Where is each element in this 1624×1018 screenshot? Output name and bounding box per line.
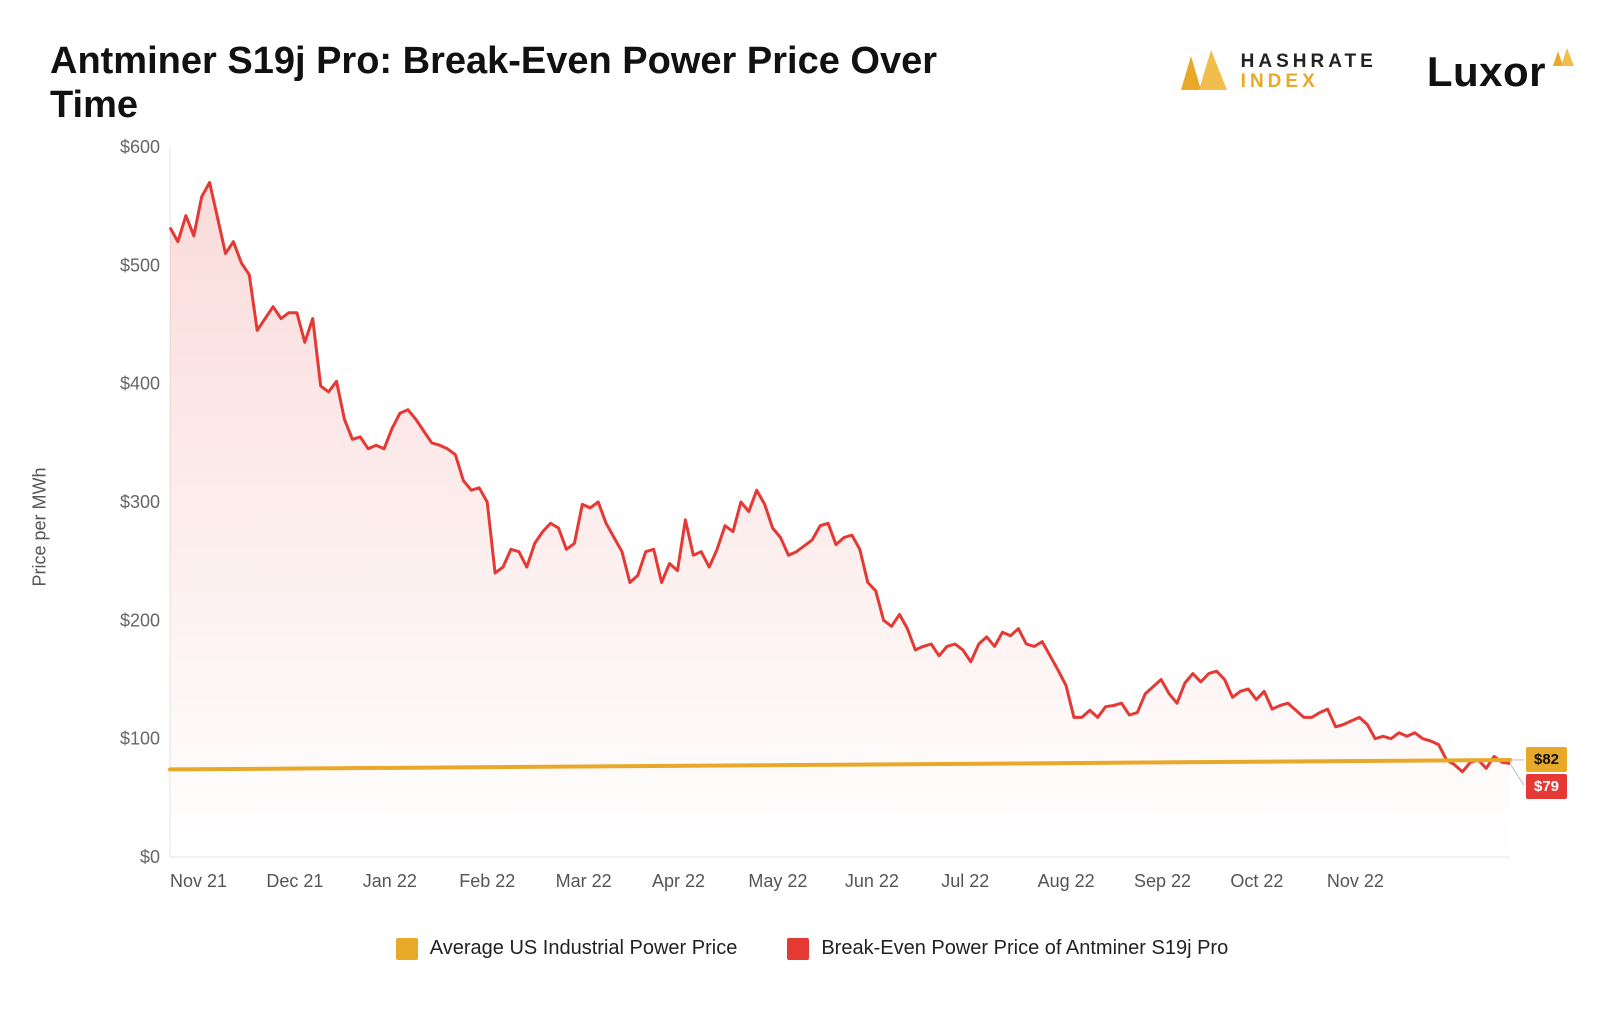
svg-text:Mar 22: Mar 22 bbox=[556, 871, 612, 891]
luxor-logo: Luxor bbox=[1427, 48, 1574, 96]
svg-text:Jun 22: Jun 22 bbox=[845, 871, 899, 891]
legend-label-uspower: Average US Industrial Power Price bbox=[430, 937, 738, 960]
svg-text:Apr 22: Apr 22 bbox=[652, 871, 705, 891]
endpoint-callout-gold: $82 bbox=[1526, 747, 1567, 772]
svg-text:Nov 22: Nov 22 bbox=[1327, 871, 1384, 891]
svg-text:$500: $500 bbox=[120, 256, 160, 276]
hashrate-text: HASHRATE INDEX bbox=[1241, 52, 1377, 92]
svg-text:$100: $100 bbox=[120, 729, 160, 749]
svg-text:$400: $400 bbox=[120, 374, 160, 394]
luxor-text: Luxor bbox=[1427, 48, 1546, 96]
svg-text:May 22: May 22 bbox=[748, 871, 807, 891]
endpoint-callout-red: $79 bbox=[1526, 774, 1567, 799]
svg-text:Feb 22: Feb 22 bbox=[459, 871, 515, 891]
chart-area: Price per MWh $0$100$200$300$400$500$600… bbox=[50, 137, 1574, 917]
legend-swatch-gold bbox=[396, 938, 418, 960]
hashrate-icon bbox=[1177, 50, 1227, 94]
svg-text:Nov 21: Nov 21 bbox=[170, 871, 227, 891]
legend-item-breakeven: Break-Even Power Price of Antminer S19j … bbox=[787, 937, 1228, 960]
svg-text:Sep 22: Sep 22 bbox=[1134, 871, 1191, 891]
legend: Average US Industrial Power Price Break-… bbox=[50, 937, 1574, 960]
svg-text:$300: $300 bbox=[120, 492, 160, 512]
chart-page: Antminer S19j Pro: Break-Even Power Pric… bbox=[0, 0, 1624, 1018]
hashrate-index-logo: HASHRATE INDEX bbox=[1177, 50, 1377, 94]
svg-text:Aug 22: Aug 22 bbox=[1038, 871, 1095, 891]
chart-title: Antminer S19j Pro: Break-Even Power Pric… bbox=[50, 40, 950, 127]
svg-text:Jan 22: Jan 22 bbox=[363, 871, 417, 891]
svg-text:Jul 22: Jul 22 bbox=[941, 871, 989, 891]
luxor-icon bbox=[1552, 48, 1574, 70]
svg-text:Dec 21: Dec 21 bbox=[266, 871, 323, 891]
header: Antminer S19j Pro: Break-Even Power Pric… bbox=[50, 40, 1574, 127]
legend-swatch-red bbox=[787, 938, 809, 960]
y-axis-label: Price per MWh bbox=[30, 468, 51, 587]
line-chart-svg: $0 $100 $200 $300 $400 $500 $600 Nov 21 Dec 21 Ja… bbox=[110, 137, 1610, 917]
svg-text:$600: $600 bbox=[120, 137, 160, 157]
logo-group: HASHRATE INDEX Luxor bbox=[1177, 48, 1574, 96]
legend-item-uspower: Average US Industrial Power Price bbox=[396, 937, 738, 960]
svg-text:$200: $200 bbox=[120, 611, 160, 631]
legend-label-breakeven: Break-Even Power Price of Antminer S19j … bbox=[821, 937, 1228, 960]
hashrate-label-top: HASHRATE bbox=[1241, 52, 1377, 72]
svg-text:$0: $0 bbox=[140, 847, 160, 867]
svg-text:Oct 22: Oct 22 bbox=[1230, 871, 1283, 891]
hashrate-label-bottom: INDEX bbox=[1241, 72, 1377, 92]
